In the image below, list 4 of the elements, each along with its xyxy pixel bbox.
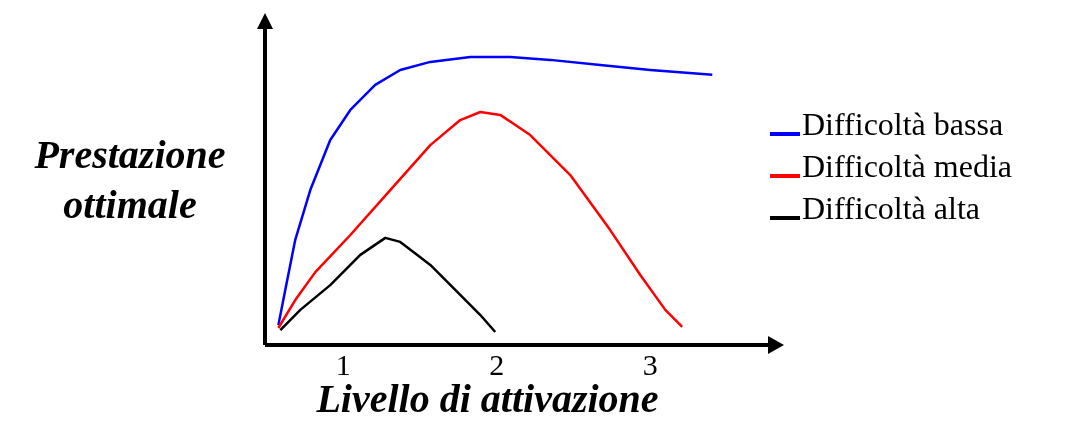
y-axis-title: Prestazione ottimale (33, 132, 226, 227)
legend-label: Difficoltà media (802, 148, 1012, 184)
legend-label: Difficoltà alta (802, 190, 980, 226)
legend-label: Difficoltà bassa (802, 106, 1004, 142)
